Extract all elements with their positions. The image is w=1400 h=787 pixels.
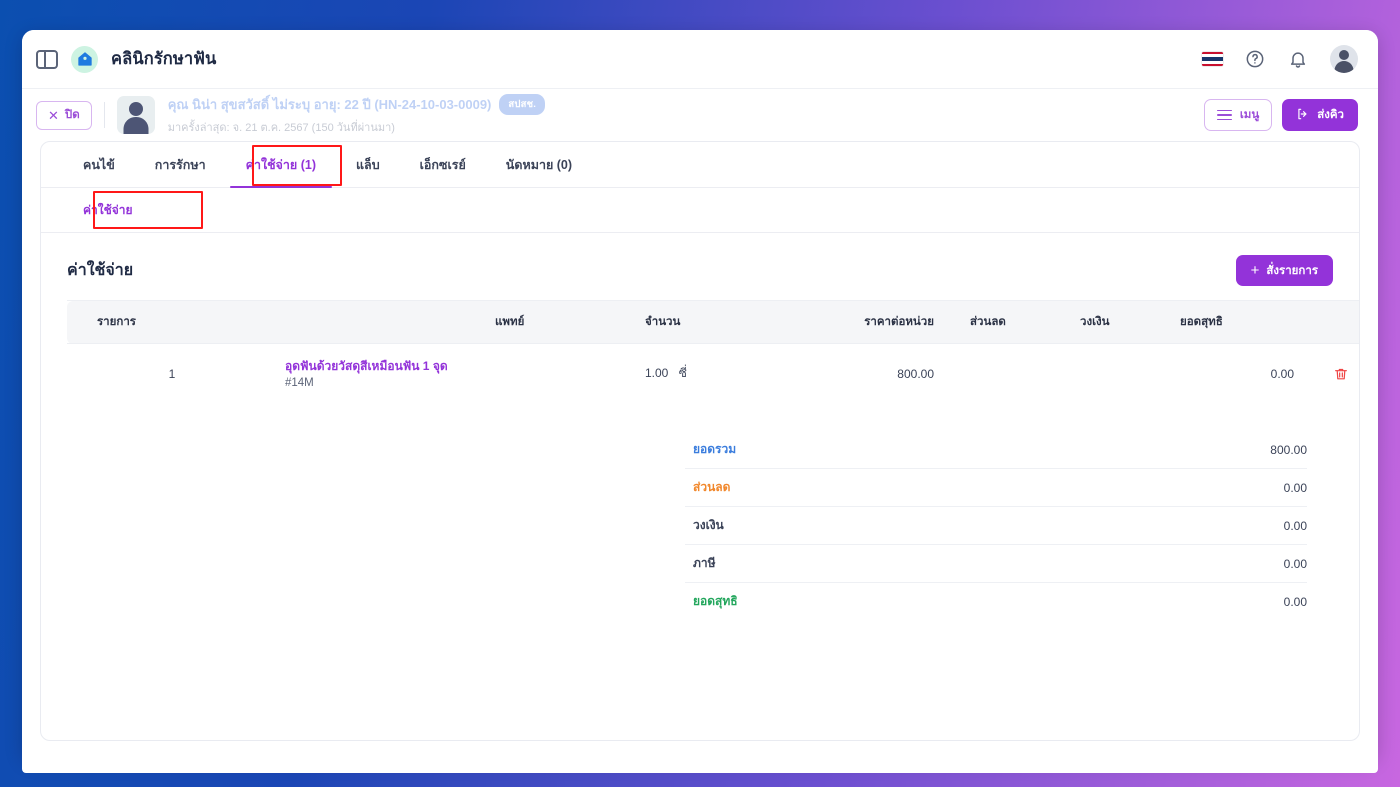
table-header: รายการ แพทย์ จำนวน ราคาต่อหน่วย ส่วนลด ว…: [67, 300, 1359, 344]
column-header-qty: จำนวน: [637, 300, 787, 344]
subtab-expenses[interactable]: ค่าใช้จ่าย: [83, 202, 133, 217]
row-discount: [962, 344, 1072, 404]
summary-label-tax: ภาษี: [693, 556, 716, 571]
column-header-actions: [1322, 300, 1359, 344]
row-index: 1: [168, 366, 176, 381]
content-card: คนไข้ การรักษา ค่าใช้จ่าย (1) แล็บ เอ็กซ…: [40, 141, 1360, 741]
row-doctor: [487, 344, 637, 404]
trash-icon[interactable]: [1330, 363, 1352, 385]
page-title: คลินิกรักษาฟัน: [111, 50, 217, 68]
patient-actions: เมนู ส่งคิว: [1203, 99, 1358, 131]
close-icon: ✕: [48, 107, 59, 123]
summary-value-tax: 0.00: [1283, 556, 1307, 571]
row-item-cell: อุดฟันด้วยวัสดุสีเหมือนฟัน 1 จุด #14M: [277, 344, 487, 404]
summary-label-total: ยอดรวม: [693, 442, 737, 457]
top-header-bar: คลินิกรักษาฟัน: [22, 30, 1378, 89]
tab-treatment[interactable]: การรักษา: [154, 157, 206, 172]
divider: [103, 102, 105, 128]
user-avatar[interactable]: [1330, 45, 1358, 73]
row-net: 0.00: [1270, 366, 1294, 381]
table-body: 1 อุดฟันด้วยวัสดุสีเหมือนฟัน 1 จุด #14M …: [67, 344, 1359, 404]
patient-details: คุณ นิน่า สุขสวัสดิ์ ไม่ระบุ อายุ: 22 ปี…: [167, 94, 546, 136]
expenses-table-wrap: รายการ แพทย์ จำนวน ราคาต่อหน่วย ส่วนลด ว…: [41, 300, 1359, 403]
send-queue-button[interactable]: ส่งคิว: [1282, 99, 1358, 131]
column-header-doctor: แพทย์: [487, 300, 637, 344]
menu-button[interactable]: เมนู: [1203, 99, 1273, 131]
tab-lab[interactable]: แล็บ: [355, 157, 380, 172]
row-item-name[interactable]: อุดฟันด้วยวัสดุสีเหมือนฟัน 1 จุด: [285, 359, 448, 373]
table-row[interactable]: 1 อุดฟันด้วยวัสดุสีเหมือนฟัน 1 จุด #14M …: [67, 344, 1359, 404]
tab-appointments[interactable]: นัดหมาย (0): [505, 157, 573, 172]
summary-label-credit: วงเงิน: [693, 518, 724, 533]
column-header-discount: ส่วนลด: [962, 300, 1072, 344]
summary-row-total: ยอดรวม 800.00: [685, 431, 1307, 470]
column-header-credit: วงเงิน: [1072, 300, 1172, 344]
section-header: ค่าใช้จ่าย + สั่งรายการ: [41, 233, 1359, 300]
bell-icon[interactable]: [1287, 48, 1309, 70]
patient-info-bar: ✕ ปิด คุณ นิน่า สุขสวัสดิ์ ไม่ระบุ อายุ:…: [22, 89, 1378, 141]
plus-icon: +: [1250, 261, 1260, 279]
summary-value-discount: 0.00: [1283, 480, 1307, 495]
hamburger-icon: [1216, 109, 1232, 121]
row-actions-cell: [1322, 344, 1359, 404]
add-item-button[interactable]: + สั่งรายการ: [1235, 255, 1333, 286]
summary-row-net: ยอดสุทธิ 0.00: [685, 583, 1307, 620]
add-item-label: สั่งรายการ: [1266, 264, 1318, 277]
subtab-bar: ค่าใช้จ่าย: [41, 188, 1359, 233]
column-header-net: ยอดสุทธิ: [1172, 300, 1322, 344]
help-circle-icon[interactable]: [1244, 48, 1266, 70]
row-qty-unit: ซี่: [678, 366, 687, 381]
status-badge: สปสช.: [499, 94, 546, 115]
summary-row-discount: ส่วนลด 0.00: [685, 469, 1307, 508]
row-credit: [1072, 344, 1172, 404]
tab-bar: คนไข้ การรักษา ค่าใช้จ่าย (1) แล็บ เอ็กซ…: [41, 142, 1359, 188]
row-qty-cell: 1.00 ซี่: [637, 344, 787, 404]
section-title: ค่าใช้จ่าย: [67, 262, 134, 279]
row-qty: 1.00: [645, 366, 669, 381]
patient-photo[interactable]: [116, 96, 155, 134]
close-patient-button[interactable]: ✕ ปิด: [36, 100, 92, 130]
header-right-group: [1202, 45, 1358, 73]
panel-toggle-icon[interactable]: [36, 49, 58, 69]
column-header-price: ราคาต่อหน่วย: [787, 300, 962, 344]
summary-value-net: 0.00: [1283, 594, 1307, 609]
patient-name-line: คุณ นิน่า สุขสวัสดิ์ ไม่ระบุ อายุ: 22 ปี…: [167, 94, 546, 115]
row-price: 800.00: [897, 366, 934, 381]
tab-expenses[interactable]: ค่าใช้จ่าย (1): [226, 142, 336, 188]
row-item-code: #14M: [285, 377, 314, 390]
close-patient-label: ปิด: [64, 109, 80, 121]
summary-row-credit: วงเงิน 0.00: [685, 507, 1307, 546]
menu-button-label: เมนู: [1239, 109, 1260, 121]
home-icon[interactable]: [71, 45, 98, 73]
send-queue-label: ส่งคิว: [1317, 109, 1344, 121]
logout-arrow-icon: [1296, 107, 1310, 124]
summary-value-credit: 0.00: [1283, 518, 1307, 533]
app-window: คลินิกรักษาฟัน: [22, 30, 1378, 759]
tab-patient[interactable]: คนไข้: [83, 157, 115, 172]
patient-last-visit: มาครั้งล่าสุด: จ. 21 ต.ค. 2567 (150 วันท…: [167, 122, 395, 134]
window-bottom-strip: [22, 743, 1378, 773]
thai-flag-icon[interactable]: [1202, 52, 1223, 66]
tab-xray[interactable]: เอ็กซเรย์: [419, 157, 466, 172]
summary-row-tax: ภาษี 0.00: [685, 545, 1307, 584]
summary-panel: ยอดรวม 800.00 ส่วนลด 0.00 วงเงิน 0.00 ภา…: [685, 431, 1333, 620]
summary-label-net: ยอดสุทธิ: [693, 594, 738, 609]
expenses-table: รายการ แพทย์ จำนวน ราคาต่อหน่วย ส่วนลด ว…: [67, 300, 1359, 404]
summary-label-discount: ส่วนลด: [693, 480, 731, 495]
patient-name: คุณ นิน่า สุขสวัสดิ์ ไม่ระบุ อายุ: 22 ปี…: [167, 97, 492, 112]
header-left-group: คลินิกรักษาฟัน: [36, 45, 217, 73]
summary-value-total: 800.00: [1270, 442, 1307, 457]
table-header-row: รายการ แพทย์ จำนวน ราคาต่อหน่วย ส่วนลด ว…: [67, 300, 1359, 344]
column-header-item: รายการ: [67, 300, 487, 344]
